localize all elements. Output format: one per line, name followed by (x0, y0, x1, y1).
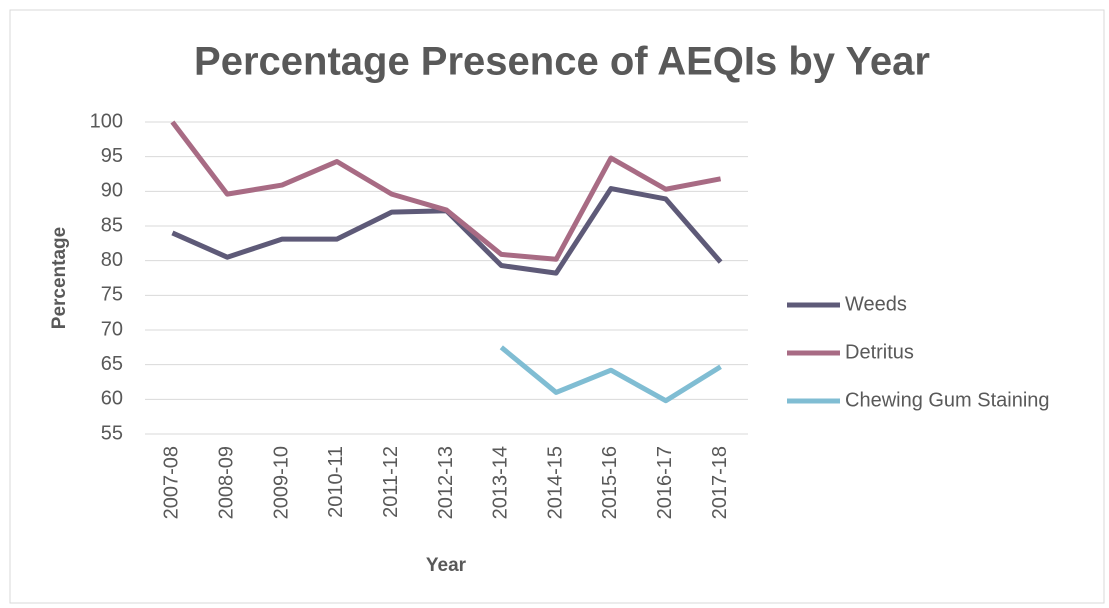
y-tick-label: 85 (101, 214, 123, 236)
x-tick-label: 2008-09 (216, 446, 238, 519)
legend-label: Weeds (845, 293, 907, 315)
y-tick-label: 100 (90, 110, 123, 132)
series-line (170, 120, 722, 262)
x-tick-label: 2015-16 (599, 446, 621, 519)
x-tick-label: 2017-18 (709, 446, 731, 519)
x-tick-label: 2013-14 (490, 446, 512, 519)
y-tick-label: 80 (101, 249, 123, 271)
x-tick-label: 2007-08 (161, 446, 183, 519)
y-tick-label: 95 (101, 145, 123, 167)
y-tick-label: 75 (101, 284, 123, 306)
y-tick-label: 60 (101, 388, 123, 410)
x-tick-label: 2010-11 (325, 446, 347, 518)
x-tick-label: 2014-15 (544, 446, 566, 519)
legend-label: Chewing Gum Staining (845, 389, 1050, 411)
y-tick-label: 65 (101, 353, 123, 375)
x-tick-label: 2011-12 (380, 446, 402, 518)
y-axis-title: Percentage (49, 227, 70, 329)
x-tick-label: 2012-13 (435, 446, 457, 519)
x-tick-label: 2009-10 (270, 446, 292, 519)
y-tick-label: 90 (101, 180, 123, 202)
series-line (499, 345, 722, 404)
chart-border (9, 9, 1105, 604)
y-tick-label: 55 (101, 422, 123, 444)
x-axis-title: Year (426, 555, 467, 576)
chart-title: Percentage Presence of AEQIs by Year (194, 40, 930, 84)
y-tick-label: 70 (101, 318, 123, 340)
x-tick-label: 2016-17 (654, 446, 676, 519)
legend-label: Detritus (845, 341, 914, 363)
